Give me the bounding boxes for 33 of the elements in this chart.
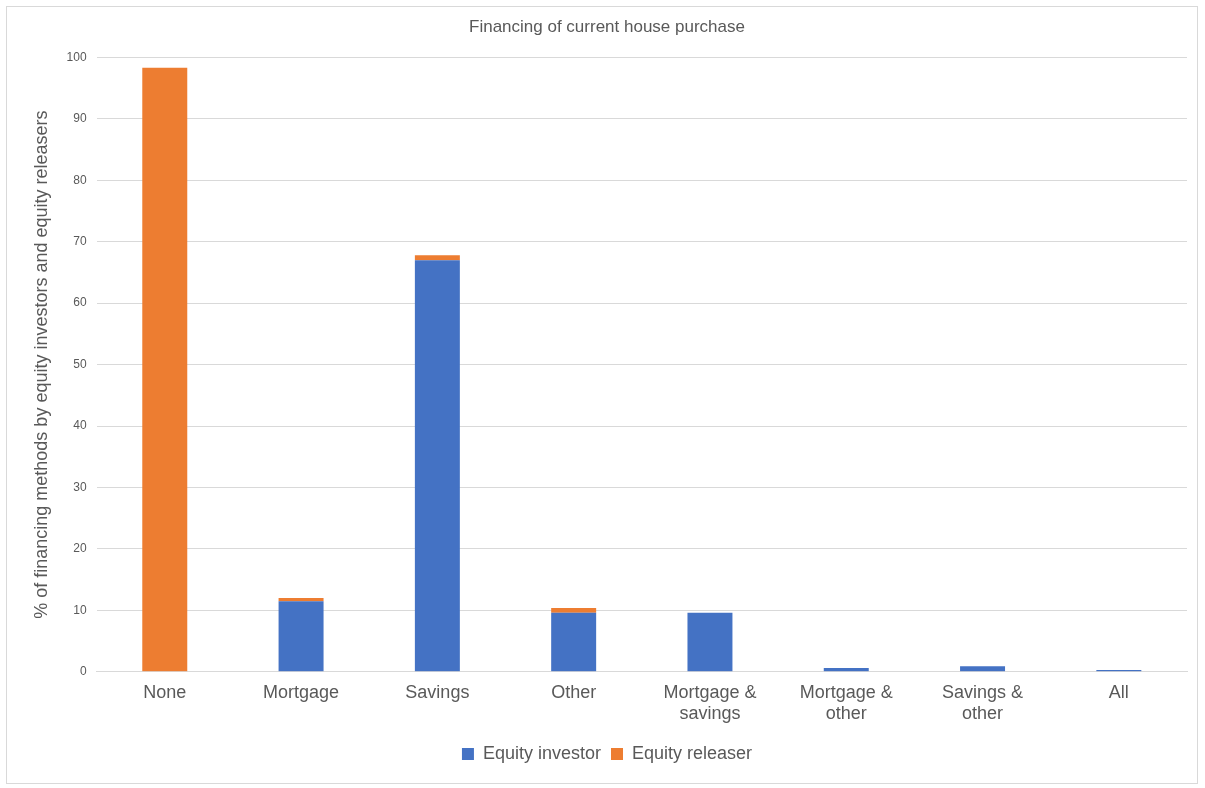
x-tick-label: None xyxy=(143,681,187,702)
y-tick-label: 40 xyxy=(73,418,87,433)
x-tick-label: Mortgage & savings xyxy=(663,681,757,724)
y-axis-title: % of financing methods by equity investors and equity releasers xyxy=(30,110,51,619)
bar xyxy=(142,67,188,672)
bar xyxy=(278,598,324,602)
bar xyxy=(551,612,597,672)
y-tick-label: 50 xyxy=(73,356,87,371)
y-tick-label: 30 xyxy=(73,479,87,494)
x-tick-label: Savings xyxy=(405,681,470,702)
legend-label: Equity releaser xyxy=(632,742,753,763)
bar xyxy=(687,612,733,672)
x-tick-label: Mortgage & other xyxy=(799,681,893,724)
bar xyxy=(823,668,869,672)
y-tick-label: 100 xyxy=(66,49,87,64)
bar xyxy=(414,255,460,261)
x-tick-label: Savings & other xyxy=(942,681,1024,724)
x-tick-label: Other xyxy=(551,681,597,702)
x-tick-label: All xyxy=(1108,681,1129,702)
y-tick-label: 60 xyxy=(73,295,87,310)
bar xyxy=(551,607,597,613)
bar xyxy=(278,601,324,672)
y-tick-label: 70 xyxy=(73,234,87,249)
legend-label: Equity investor xyxy=(482,742,602,763)
y-tick-label: 20 xyxy=(73,541,87,556)
y-tick-label: 0 xyxy=(79,664,87,679)
y-tick-label: 10 xyxy=(73,602,87,617)
bar xyxy=(414,260,460,672)
x-tick-label: Mortgage xyxy=(263,681,340,702)
y-tick-label: 90 xyxy=(73,111,87,126)
bar xyxy=(960,666,1006,672)
chart-title: Financing of current house purchase xyxy=(469,16,745,36)
y-tick-label: 80 xyxy=(73,172,87,187)
